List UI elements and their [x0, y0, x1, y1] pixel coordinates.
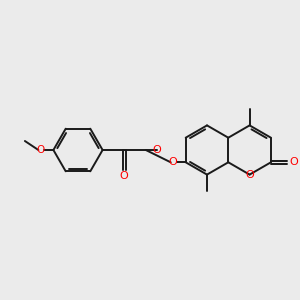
Text: O: O [246, 169, 255, 180]
Text: O: O [153, 145, 162, 155]
Text: O: O [169, 157, 178, 167]
Text: O: O [37, 145, 45, 155]
Text: O: O [290, 157, 298, 167]
Text: O: O [120, 171, 129, 181]
